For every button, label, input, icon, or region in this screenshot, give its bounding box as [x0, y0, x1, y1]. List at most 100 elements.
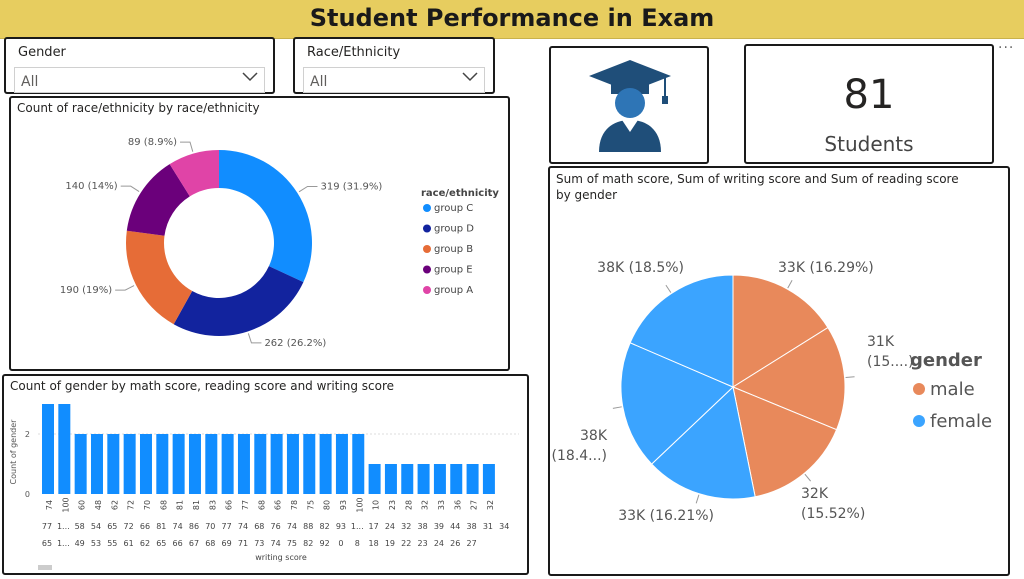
pie-legend-item[interactable]: male — [930, 379, 975, 400]
donut-legend-item[interactable]: group C — [434, 203, 473, 214]
bar[interactable] — [188, 434, 201, 494]
pie-leader-line — [845, 376, 855, 378]
bar[interactable] — [433, 464, 446, 494]
bar[interactable] — [205, 434, 218, 494]
race-dropdown[interactable]: All — [303, 67, 485, 93]
race-slicer-title: Race/Ethnicity — [307, 45, 401, 60]
bar[interactable] — [123, 434, 136, 494]
bar[interactable] — [450, 464, 463, 494]
legend-dot-icon — [913, 383, 925, 395]
gender-dropdown[interactable]: All — [14, 67, 265, 93]
bar-y-axis-title: Count of gender — [9, 419, 18, 485]
bar[interactable] — [335, 434, 348, 494]
pie-leader-line — [695, 494, 700, 504]
gender-slicer-title: Gender — [18, 45, 66, 60]
bar[interactable] — [384, 464, 397, 494]
bar[interactable] — [237, 434, 250, 494]
donut-legend-title: race/ethnicity — [421, 188, 499, 199]
bar-x-tick-reading: 1... — [351, 522, 364, 531]
graduate-card — [549, 46, 709, 164]
bar-x-tick-writing: 67 — [189, 539, 199, 548]
pie-slice-female[interactable] — [620, 342, 734, 465]
bar-x-tick-reading: 1... — [57, 522, 70, 531]
bar-x-tick-math: 70 — [143, 500, 152, 510]
horizontal-scrollbar[interactable] — [38, 565, 52, 570]
bar[interactable] — [107, 434, 120, 494]
chevron-down-icon — [242, 72, 258, 82]
bar-x-tick-reading: 76 — [271, 522, 281, 531]
donut-legend-item[interactable]: group A — [434, 285, 473, 296]
pie-slice-male[interactable] — [732, 274, 829, 388]
bar[interactable] — [172, 434, 185, 494]
pie-data-label: 33K (16.21%) — [618, 508, 714, 524]
bar-x-tick-math: 100 — [355, 497, 364, 512]
pie-slice-male[interactable] — [731, 326, 846, 431]
pie-leader-line — [612, 406, 622, 409]
donut-data-label: 140 (14%) — [65, 181, 117, 192]
donut-slice-group-C[interactable] — [219, 150, 312, 283]
title-bar: Student Performance in Exam — [0, 0, 1024, 39]
bar[interactable] — [74, 434, 87, 494]
bar-x-tick-writing: 0 — [338, 539, 343, 548]
donut-legend-item[interactable]: group D — [434, 224, 474, 235]
bar[interactable] — [286, 434, 299, 494]
pie-data-label: 33K (16.29%) — [778, 260, 874, 276]
bar[interactable] — [368, 464, 381, 494]
donut-legend-item[interactable]: group E — [434, 265, 473, 276]
pie-legend-item[interactable]: female — [930, 411, 992, 432]
bar-x-tick-math: 81 — [176, 500, 185, 510]
bar-x-tick-reading: 77 — [42, 522, 52, 531]
bar-x-tick-math: 68 — [159, 500, 168, 510]
bar-x-tick-reading: 39 — [434, 522, 444, 531]
more-options-icon[interactable]: ··· — [998, 40, 1015, 56]
bar[interactable] — [254, 434, 267, 494]
bar[interactable] — [482, 464, 495, 494]
donut-leader-line — [247, 333, 262, 344]
bar[interactable] — [466, 464, 479, 494]
donut-data-label: 89 (8.9%) — [128, 137, 177, 148]
pie-title-line1: Sum of math score, Sum of writing score … — [556, 172, 959, 186]
bar[interactable] — [139, 434, 152, 494]
bar-x-tick-math: 72 — [127, 500, 136, 510]
bar[interactable] — [401, 464, 414, 494]
pie-chart: 33K (16.29%) 31K (15....) 32K (15.52%) 33K (1… — [552, 260, 993, 524]
graduate-icon — [589, 60, 671, 152]
pie-leader-line — [804, 473, 812, 482]
bar[interactable] — [417, 464, 430, 494]
bar[interactable] — [270, 434, 283, 494]
bar-x-tick-reading: 70 — [205, 522, 215, 531]
donut-slice-group-B[interactable] — [126, 230, 193, 325]
bar[interactable] — [90, 434, 103, 494]
bar[interactable] — [58, 404, 71, 494]
donut-data-label: 319 (31.9%) — [320, 181, 382, 192]
donut-slice-group-A[interactable] — [169, 150, 219, 197]
bar-x-tick-writing: 49 — [75, 539, 85, 548]
bar-x-tick-reading: 82 — [320, 522, 330, 531]
bar[interactable] — [221, 434, 234, 494]
bar-x-tick-writing: 24 — [434, 539, 444, 548]
bar-x-tick-reading: 74 — [287, 522, 297, 531]
bar-x-tick-math: 28 — [404, 500, 413, 510]
bar-x-tick-math: 83 — [208, 500, 217, 510]
bar[interactable] — [156, 434, 169, 494]
donut-slice-group-D[interactable] — [173, 266, 304, 336]
pie-slice-female[interactable] — [629, 274, 734, 388]
bar-x-tick-writing: 19 — [385, 539, 395, 548]
bar[interactable] — [319, 434, 332, 494]
bar-x-tick-reading: 58 — [75, 522, 85, 531]
bar-x-tick-math: 33 — [437, 500, 446, 510]
pie-slice-female[interactable] — [651, 386, 756, 500]
bar-y-tick: 0 — [25, 490, 30, 499]
student-count-label: Students — [824, 132, 914, 156]
donut-leader-line — [298, 185, 318, 193]
donut-legend-item[interactable]: group B — [434, 244, 473, 255]
bar-x-tick-math: 60 — [78, 500, 87, 510]
bar[interactable] — [303, 434, 316, 494]
bar-x-tick-reading: 54 — [91, 522, 101, 531]
bar-x-tick-writing: 26 — [450, 539, 460, 548]
pie-slice-male[interactable] — [732, 386, 838, 498]
bar[interactable] — [352, 434, 365, 494]
donut-slice-group-E[interactable] — [126, 164, 190, 236]
pie-chart-title: Sum of math score, Sum of writing score … — [556, 171, 959, 203]
bar[interactable] — [42, 404, 54, 494]
